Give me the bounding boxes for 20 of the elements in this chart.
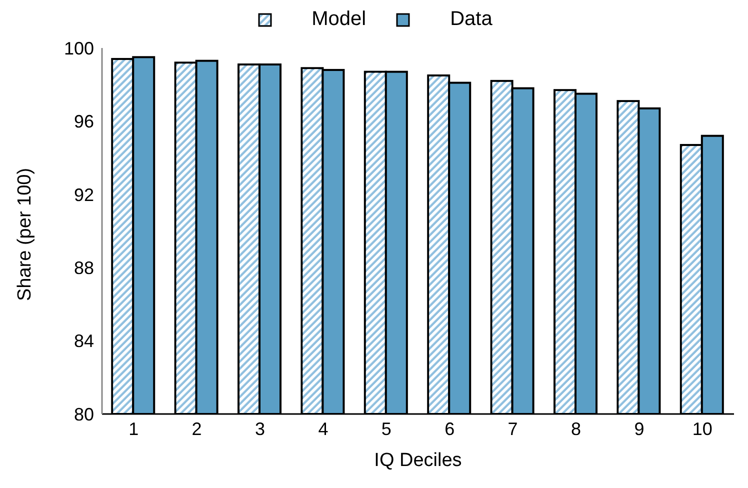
x-axis-title: IQ Deciles <box>374 450 462 471</box>
x-tick-label: 6 <box>444 418 455 439</box>
x-tick-label: 9 <box>634 418 644 439</box>
y-tick-label: 84 <box>74 331 94 352</box>
y-tick-label: 88 <box>74 258 94 278</box>
x-tick-label: 2 <box>192 418 202 439</box>
y-axis-title: Share (per 100) <box>14 168 36 301</box>
y-tick-label: 100 <box>64 38 94 58</box>
x-tick-label: 8 <box>570 418 582 439</box>
x-tick-label: 4 <box>318 418 328 439</box>
legend-label: Data <box>450 8 492 31</box>
x-tick-label: 3 <box>254 418 266 439</box>
y-tick-label: 80 <box>74 404 94 424</box>
x-tick-label: 10 <box>692 418 712 439</box>
y-tick-label: 96 <box>74 112 94 132</box>
x-tick-label: 1 <box>128 418 139 439</box>
x-tick-label: 5 <box>381 418 392 439</box>
y-tick-label: 92 <box>74 184 94 205</box>
x-tick-label: 7 <box>508 418 518 439</box>
legend-label: Model <box>312 8 366 31</box>
